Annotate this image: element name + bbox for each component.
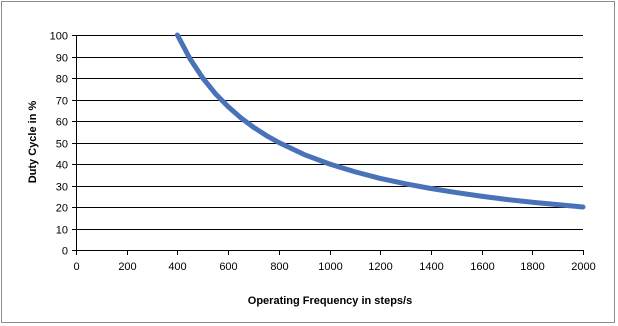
y-axis-title: Duty Cycle in % bbox=[27, 101, 39, 184]
series-layer bbox=[174, 32, 586, 210]
y-tick-label-80: 80 bbox=[56, 74, 68, 86]
series-line-0 bbox=[174, 32, 586, 210]
y-tick-label-10: 10 bbox=[56, 225, 68, 237]
y-tick-label-60: 60 bbox=[56, 117, 68, 129]
x-tick-label-1000: 1000 bbox=[318, 261, 342, 273]
x-axis-title: Operating Frequency in steps/s bbox=[248, 295, 412, 307]
y-tick-label-50: 50 bbox=[56, 139, 68, 151]
axes bbox=[72, 35, 584, 255]
gridlines bbox=[76, 35, 583, 230]
y-tick-label-70: 70 bbox=[56, 96, 68, 108]
x-tick-label-800: 800 bbox=[270, 261, 288, 273]
x-tick-label-1600: 1600 bbox=[470, 261, 494, 273]
y-tick-label-90: 90 bbox=[56, 53, 68, 65]
y-tick-label-20: 20 bbox=[56, 203, 68, 215]
y-tick-label-30: 30 bbox=[56, 182, 68, 194]
y-tick-label-100: 100 bbox=[50, 31, 68, 43]
x-tick-label-400: 400 bbox=[168, 261, 186, 273]
x-tick-label-1400: 1400 bbox=[419, 261, 443, 273]
x-tick-label-200: 200 bbox=[118, 261, 136, 273]
y-tick-labels: 0 10 20 30 40 50 60 70 80 90 100 bbox=[50, 31, 68, 258]
x-tick-label-1800: 1800 bbox=[520, 261, 544, 273]
y-tick-label-40: 40 bbox=[56, 160, 68, 172]
x-tick-label-2000: 2000 bbox=[571, 261, 595, 273]
x-tick-label-600: 600 bbox=[219, 261, 237, 273]
x-tick-label-1200: 1200 bbox=[368, 261, 392, 273]
y-tick-label-0: 0 bbox=[62, 246, 68, 258]
x-tick-labels: 0 200 400 600 800 1000 1200 1400 1600 1800 2000 bbox=[73, 261, 595, 273]
x-tick-label-0: 0 bbox=[73, 261, 79, 273]
